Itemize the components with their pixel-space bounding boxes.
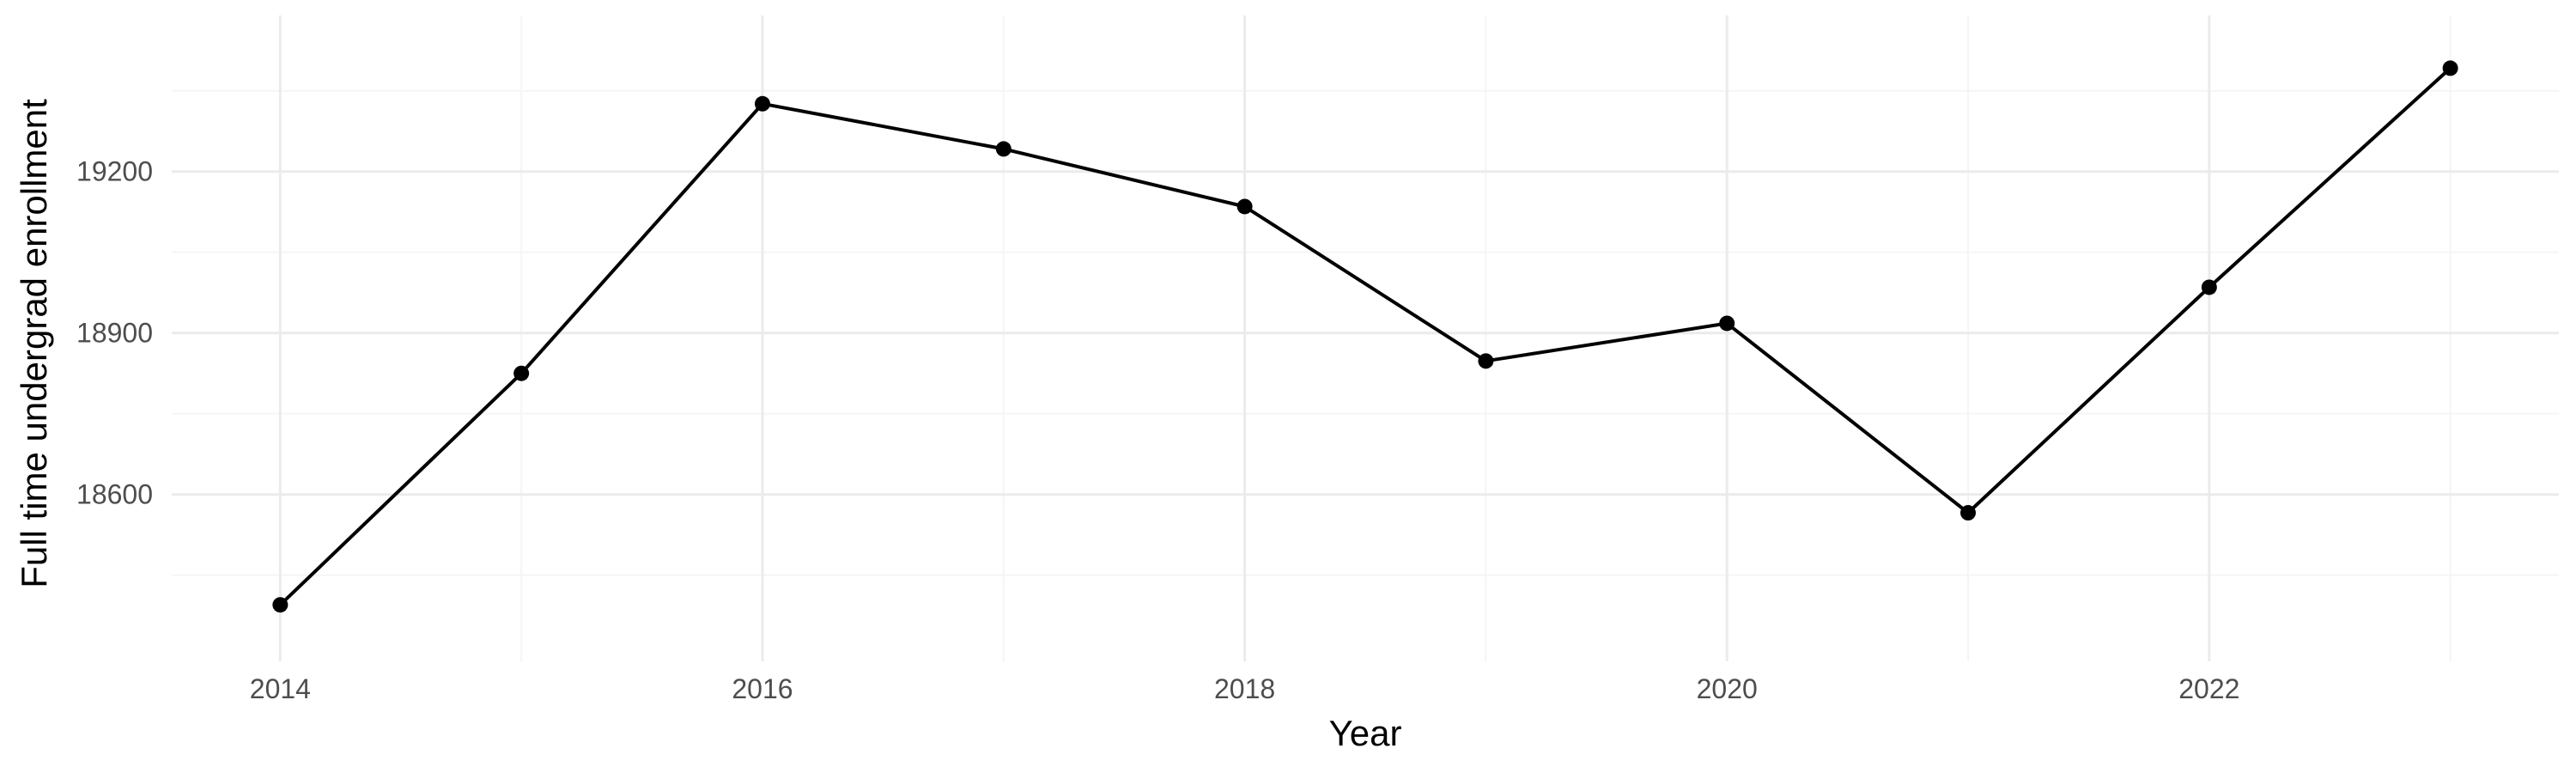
series-line bbox=[279, 66, 2451, 606]
data-point bbox=[513, 365, 530, 381]
x-tick-label: 2018 bbox=[1214, 673, 1275, 704]
y-axis-tick-labels: 18600 18900 19200 bbox=[76, 156, 153, 510]
data-point bbox=[1478, 353, 1494, 369]
x-axis-title: Year bbox=[1329, 713, 1402, 753]
x-axis-tick-labels: 2014 2016 2018 2020 2022 bbox=[250, 673, 2240, 704]
data-point bbox=[272, 597, 289, 613]
x-tick-label: 2016 bbox=[732, 673, 793, 704]
y-tick-label: 18600 bbox=[76, 479, 153, 510]
data-point bbox=[1960, 505, 1977, 521]
x-tick-label: 2014 bbox=[250, 673, 311, 704]
y-tick-label: 19200 bbox=[76, 156, 153, 187]
data-point bbox=[2442, 60, 2458, 76]
major-gridlines bbox=[172, 15, 2559, 661]
x-tick-label: 2020 bbox=[1697, 673, 1758, 704]
minor-gridlines bbox=[172, 15, 2559, 661]
data-point bbox=[1236, 198, 1253, 215]
data-point bbox=[2201, 279, 2217, 295]
data-point bbox=[1719, 315, 1735, 332]
x-tick-label: 2022 bbox=[2178, 673, 2239, 704]
y-tick-label: 18900 bbox=[76, 318, 153, 349]
series-layer bbox=[272, 60, 2458, 613]
y-axis-title: Full time undergrad enrollment bbox=[14, 99, 54, 588]
data-point bbox=[995, 141, 1012, 157]
data-point bbox=[754, 95, 770, 112]
